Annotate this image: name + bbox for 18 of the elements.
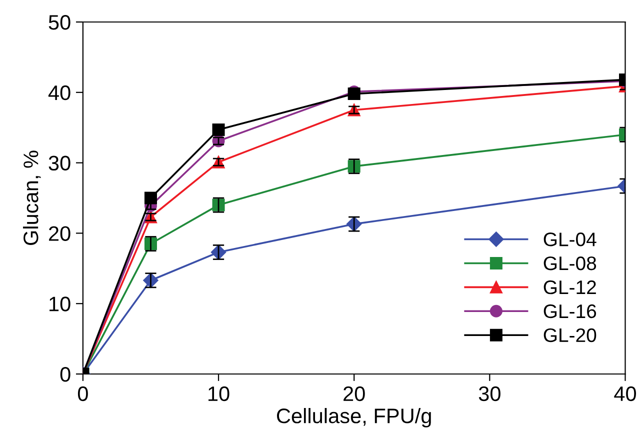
legend-label: GL-04 bbox=[544, 232, 596, 246]
y-tick-label: 50 bbox=[48, 15, 70, 30]
legend-label: GL-08 bbox=[544, 256, 596, 270]
y-tick-label: 10 bbox=[50, 296, 70, 312]
x-axis-title: Cellulase, FPU/g bbox=[276, 408, 431, 428]
legend-label: GL-20 bbox=[544, 328, 596, 342]
x-tick-label: 20 bbox=[344, 386, 365, 402]
y-tick-label: 40 bbox=[48, 85, 70, 100]
legend-label: GL-16 bbox=[544, 304, 596, 318]
y-tick-label: 30 bbox=[48, 156, 70, 171]
legend-label: GL-12 bbox=[544, 280, 596, 294]
x-tick-label: 0 bbox=[78, 386, 88, 402]
y-axis-title: Glucan, % bbox=[22, 150, 41, 246]
x-tick-label: 40 bbox=[614, 386, 636, 402]
x-tick-label: 30 bbox=[478, 386, 500, 402]
y-tick-label: 0 bbox=[60, 367, 70, 382]
x-tick-label: 10 bbox=[208, 386, 230, 402]
y-tick-label: 20 bbox=[49, 226, 70, 241]
